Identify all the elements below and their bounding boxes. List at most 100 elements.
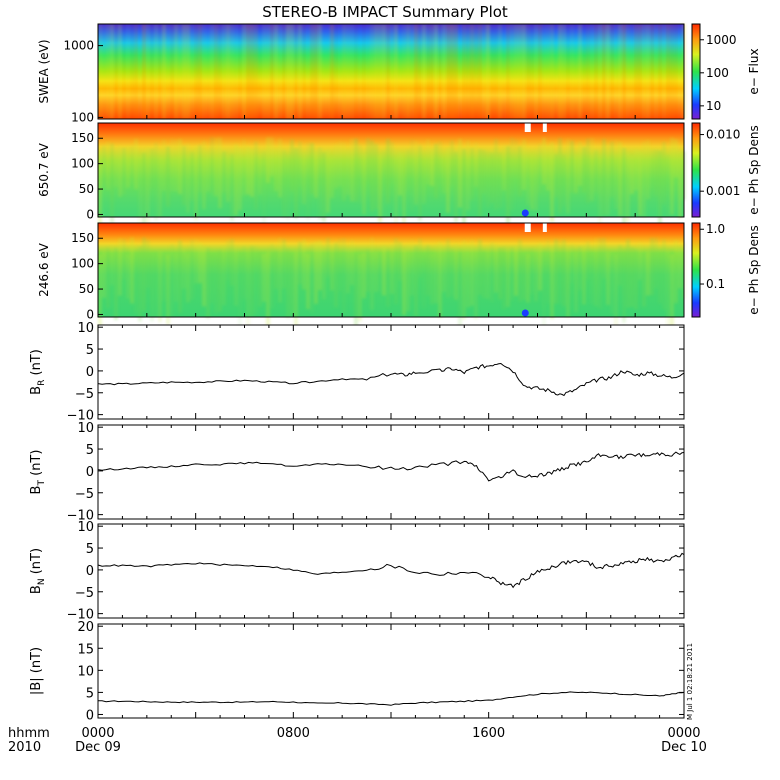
pad246-texture-strip — [482, 251, 486, 299]
swea-texture-strip — [610, 24, 614, 119]
pad246-texture-strip — [222, 246, 226, 306]
pad246-texture-strip — [378, 254, 382, 292]
pad650-ytick-label: 100 — [71, 157, 94, 171]
pad246-texture-strip — [210, 255, 214, 304]
swea-texture-strip — [486, 24, 490, 119]
pad246-texture-strip — [410, 239, 414, 296]
pad246-texture-strip — [574, 252, 578, 313]
swea-texture-strip — [278, 24, 282, 119]
pad246-colorbar-tick-label: 1.0 — [706, 222, 725, 236]
pad246-texture-strip — [282, 239, 286, 289]
pad650-texture-strip — [550, 142, 554, 222]
swea-texture-strip — [578, 24, 582, 119]
pad650-texture-strip — [578, 141, 582, 186]
pad246-texture-strip — [470, 239, 474, 306]
swea-texture-strip — [222, 24, 226, 119]
swea-texture-strip — [614, 24, 618, 119]
pad650-texture-strip — [214, 137, 218, 197]
swea-texture-strip — [474, 24, 478, 119]
pad650-texture-strip — [174, 139, 178, 192]
pad246-texture-strip — [466, 243, 470, 308]
pad246-ytick-label: 100 — [71, 257, 94, 271]
br-ytick-label: 5 — [86, 343, 94, 358]
swea-texture-strip — [190, 24, 194, 119]
pad246-texture-strip — [506, 248, 510, 307]
pad246-texture-strip — [570, 244, 574, 283]
pad246-texture-strip — [450, 248, 454, 297]
bmag-ytick-label: 10 — [77, 664, 94, 679]
pad650-texture-strip — [630, 155, 634, 194]
swea-ytick-label: 1000 — [63, 39, 94, 53]
swea-texture-strip — [234, 24, 238, 119]
pad650-texture-strip — [442, 152, 446, 194]
bt-frame — [97, 424, 685, 520]
pad650-texture-strip — [334, 144, 338, 189]
swea-texture-strip — [426, 24, 430, 119]
swea-texture-strip — [674, 24, 678, 119]
pad246-data-gap — [524, 223, 531, 232]
swea-texture-strip — [374, 24, 378, 119]
line-panels: 10 5 0 −5 −10 BR (nT) 10 5 0 −5 −10 BT (nT) 10 5 0 −5 −1… — [29, 321, 685, 723]
swea-texture-strip — [470, 24, 474, 119]
pad246-texture-strip — [130, 237, 134, 304]
pad246-texture-strip — [238, 251, 242, 329]
pad246-texture-strip — [178, 240, 182, 313]
pad650-texture-strip — [142, 152, 146, 233]
swea-texture-strip — [270, 24, 274, 119]
panel-bt: 10 5 0 −5 −10 BT (nT) — [29, 421, 685, 524]
swea-texture-strip — [134, 24, 138, 119]
bn-ytick-label: 10 — [77, 520, 94, 535]
bt-ytick-label: 10 — [77, 421, 94, 436]
pad650-texture-strip — [282, 150, 286, 218]
pad246-texture-strip — [434, 244, 438, 304]
pad650-texture-strip — [422, 151, 426, 204]
pad650-texture-strip — [626, 152, 630, 223]
swea-texture-strip — [542, 24, 546, 119]
swea-texture-strip — [522, 24, 526, 119]
pad650-texture-strip — [678, 151, 682, 219]
pad246-texture-strip — [158, 251, 162, 323]
pad246-ytick-label: 50 — [79, 282, 94, 296]
pad246-texture-strip — [246, 250, 250, 328]
pad246-texture-strip — [514, 246, 518, 296]
pad246-texture-strip — [310, 242, 314, 313]
pad650-texture-strip — [470, 148, 474, 200]
swea-texture-strip — [186, 24, 190, 119]
swea-ytick-label: 100 — [71, 110, 94, 124]
time-axis-row2-label: 2010 — [8, 740, 41, 755]
pad650-data-gap — [524, 123, 531, 132]
swea-texture-strip — [430, 24, 434, 119]
bmag-ytick-label: 5 — [86, 686, 94, 701]
pad650-texture-strip — [122, 147, 126, 195]
pad650-texture-strip — [558, 138, 562, 214]
swea-texture-strip — [438, 24, 442, 119]
bt-ytick-label: −10 — [67, 509, 94, 524]
date-tick-label: Dec 09 — [75, 740, 121, 755]
pad246-texture-strip — [214, 255, 218, 314]
pad246-ylabel: 246.6 eV — [37, 242, 51, 297]
pad650-texture-strip — [566, 139, 570, 214]
pad650-texture-strip — [658, 150, 662, 227]
pad246-texture-strip — [446, 239, 450, 298]
pad650-texture-strip — [490, 152, 494, 203]
pad246-texture-strip — [402, 248, 406, 316]
pad246-texture-strip — [278, 237, 282, 303]
swea-texture-strip — [550, 24, 554, 119]
pad650-texture-strip — [306, 142, 310, 220]
pad246-texture-strip — [498, 247, 502, 300]
pad246-texture-strip — [562, 239, 566, 307]
pad246-texture-strip — [270, 243, 274, 309]
pad650-texture-strip — [186, 143, 190, 213]
swea-texture-strip — [146, 24, 150, 119]
pad650-ytick-label: 50 — [79, 182, 94, 196]
pad246-texture-strip — [622, 248, 626, 323]
swea-texture-strip — [142, 24, 146, 119]
swea-texture-strip — [242, 24, 246, 119]
pad246-texture-strip — [646, 251, 650, 296]
pad650-colorbar — [691, 122, 701, 218]
swea-texture-strip — [350, 24, 354, 119]
pad246-texture-strip — [258, 251, 262, 307]
pad246-ytick-label: 150 — [71, 231, 94, 245]
swea-texture-strip — [162, 24, 166, 119]
